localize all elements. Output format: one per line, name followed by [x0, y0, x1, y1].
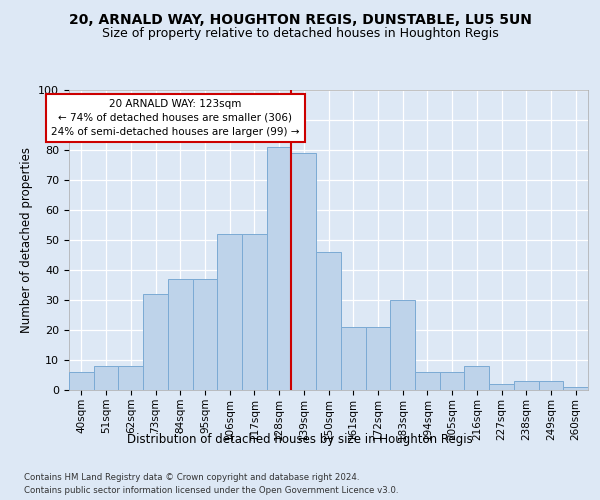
Bar [217, 234, 242, 390]
Bar [94, 366, 118, 390]
Bar [143, 294, 168, 390]
Bar [242, 234, 267, 390]
Bar [464, 366, 489, 390]
Bar [390, 300, 415, 390]
Bar [267, 147, 292, 390]
Bar [69, 372, 94, 390]
Bar [539, 381, 563, 390]
Text: 20, ARNALD WAY, HOUGHTON REGIS, DUNSTABLE, LU5 5UN: 20, ARNALD WAY, HOUGHTON REGIS, DUNSTABL… [68, 12, 532, 26]
Text: Distribution of detached houses by size in Houghton Regis: Distribution of detached houses by size … [127, 432, 473, 446]
Bar [168, 279, 193, 390]
Bar [440, 372, 464, 390]
Bar [316, 252, 341, 390]
Bar [489, 384, 514, 390]
Bar [341, 327, 365, 390]
Text: Contains public sector information licensed under the Open Government Licence v3: Contains public sector information licen… [24, 486, 398, 495]
Text: Size of property relative to detached houses in Houghton Regis: Size of property relative to detached ho… [101, 28, 499, 40]
Bar [514, 381, 539, 390]
Y-axis label: Number of detached properties: Number of detached properties [20, 147, 33, 333]
Bar [415, 372, 440, 390]
Bar [118, 366, 143, 390]
Bar [292, 153, 316, 390]
Bar [193, 279, 217, 390]
Text: Contains HM Land Registry data © Crown copyright and database right 2024.: Contains HM Land Registry data © Crown c… [24, 472, 359, 482]
Bar [563, 387, 588, 390]
Bar [365, 327, 390, 390]
Text: 20 ARNALD WAY: 123sqm
← 74% of detached houses are smaller (306)
24% of semi-det: 20 ARNALD WAY: 123sqm ← 74% of detached … [51, 99, 299, 137]
